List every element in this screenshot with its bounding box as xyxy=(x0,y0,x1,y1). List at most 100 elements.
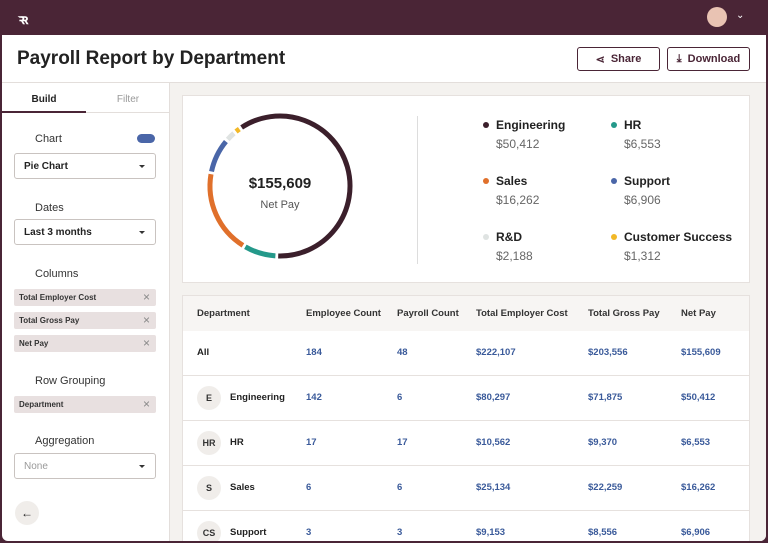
avatar[interactable] xyxy=(707,7,727,27)
cell: 142 xyxy=(306,392,322,403)
download-button[interactable]: ⤓ Download xyxy=(667,47,750,71)
cell: $222,107 xyxy=(476,347,516,358)
grouping-chip[interactable]: Department xyxy=(14,396,156,413)
column-chip[interactable]: Total Gross Pay xyxy=(14,312,156,329)
legend-value: $6,906 xyxy=(624,193,661,207)
cell: 6 xyxy=(306,482,312,493)
legend-dot xyxy=(483,234,489,240)
cell: $16,262 xyxy=(681,482,716,493)
row-label: Support xyxy=(230,527,267,538)
top-bar: ꝛꝛ ⌄ xyxy=(0,0,768,35)
legend-name: Customer Success xyxy=(624,230,733,244)
cell: 6 xyxy=(397,482,403,493)
donut-center-label: Net Pay xyxy=(260,199,300,211)
donut-segment xyxy=(209,139,228,173)
cell: 17 xyxy=(306,437,317,448)
row-avatar: CS xyxy=(197,521,221,541)
sidebar: Build Filter Chart Pie Chart Dates Last … xyxy=(2,83,170,541)
cell: 3 xyxy=(397,527,403,538)
main-area: $155,609 Net Pay Engineering $50,412 HR $6,… xyxy=(170,83,766,541)
column-header: Total Employer Cost xyxy=(476,308,568,319)
legend-dot xyxy=(483,122,489,128)
legend-dot xyxy=(611,234,617,240)
column-header: Net Pay xyxy=(681,308,716,319)
cell: $22,259 xyxy=(588,482,623,493)
donut-chart: $155,609 Net Pay xyxy=(207,113,353,259)
legend-name: R&D xyxy=(496,230,522,244)
cell: $9,370 xyxy=(588,437,618,448)
dates-select[interactable]: Last 3 months xyxy=(14,219,156,245)
cell: 17 xyxy=(397,437,408,448)
legend-name: Sales xyxy=(496,174,528,188)
column-header: Total Gross Pay xyxy=(588,308,660,319)
tab[interactable]: Filter xyxy=(86,83,170,113)
row-avatar: S xyxy=(197,476,221,500)
cell: 6 xyxy=(397,392,403,403)
donut-segment xyxy=(240,113,353,259)
window: Payroll Report by Department ⋖ Share ⤓ Dow… xyxy=(2,35,766,541)
cell: 184 xyxy=(306,347,322,358)
donut-segment xyxy=(244,244,276,259)
legend-value: $16,262 xyxy=(496,193,540,207)
cell: $25,134 xyxy=(476,482,511,493)
separator xyxy=(417,116,418,264)
columns-label: Columns xyxy=(35,268,79,280)
download-label: Download xyxy=(687,53,741,65)
cell: $8,556 xyxy=(588,527,618,538)
cell: 3 xyxy=(306,527,312,538)
legend-dot xyxy=(611,122,617,128)
aggregation-label: Aggregation xyxy=(35,435,95,447)
cell: $6,906 xyxy=(681,527,711,538)
legend-dot xyxy=(483,178,489,184)
cell: 48 xyxy=(397,347,408,358)
column-header: Department xyxy=(197,308,250,319)
cell: $6,553 xyxy=(681,437,711,448)
legend-dot xyxy=(611,178,617,184)
donut-segment xyxy=(207,173,245,248)
cell: $9,153 xyxy=(476,527,506,538)
table-header xyxy=(183,296,749,331)
column-chip[interactable]: Net Pay xyxy=(14,335,156,352)
cell: $203,556 xyxy=(588,347,628,358)
chart-label: Chart xyxy=(35,133,62,145)
legend-name: Engineering xyxy=(496,118,566,132)
legend-value: $1,312 xyxy=(624,249,661,263)
logo[interactable]: ꝛꝛ xyxy=(18,11,28,27)
row-avatar: HR xyxy=(197,431,221,455)
chart-toggle[interactable] xyxy=(137,134,155,143)
cell: $71,875 xyxy=(588,392,623,403)
cell: $155,609 xyxy=(681,347,721,358)
aggregation-select[interactable]: None xyxy=(14,453,156,479)
grouping-label: Row Grouping xyxy=(35,375,106,387)
row-divider xyxy=(183,510,749,511)
chart-card: $155,609 Net Pay Engineering $50,412 HR $6,… xyxy=(182,95,750,283)
column-chip[interactable]: Total Employer Cost xyxy=(14,289,156,306)
avatar-menu[interactable]: ⌄ xyxy=(736,10,745,21)
chart-select[interactable]: Pie Chart xyxy=(14,153,156,179)
row-label: Engineering xyxy=(230,392,285,403)
row-label: All xyxy=(197,347,210,358)
legend-name: HR xyxy=(624,118,642,132)
row-avatar: E xyxy=(197,386,221,410)
dates-label: Dates xyxy=(35,202,64,214)
row-divider xyxy=(183,375,749,376)
legend-value: $2,188 xyxy=(496,249,533,263)
tab[interactable]: Build xyxy=(2,83,86,113)
row-divider xyxy=(183,420,749,421)
share-label: Share xyxy=(610,53,642,65)
column-header: Payroll Count xyxy=(397,308,459,319)
page-title: Payroll Report by Department xyxy=(17,48,286,69)
cell: $10,562 xyxy=(476,437,511,448)
cell: $50,412 xyxy=(681,392,716,403)
back-button[interactable]: ← xyxy=(15,501,39,525)
donut-center-value: $155,609 xyxy=(249,175,312,192)
legend-value: $6,553 xyxy=(624,137,661,151)
cell: $80,297 xyxy=(476,392,511,403)
column-header: Employee Count xyxy=(306,308,381,319)
donut-segment xyxy=(225,131,236,142)
legend-value: $50,412 xyxy=(496,137,540,151)
divider xyxy=(2,82,766,83)
share-button[interactable]: ⋖ Share xyxy=(577,47,660,71)
table: Department Employee Count Payroll Count Tot… xyxy=(182,295,750,541)
